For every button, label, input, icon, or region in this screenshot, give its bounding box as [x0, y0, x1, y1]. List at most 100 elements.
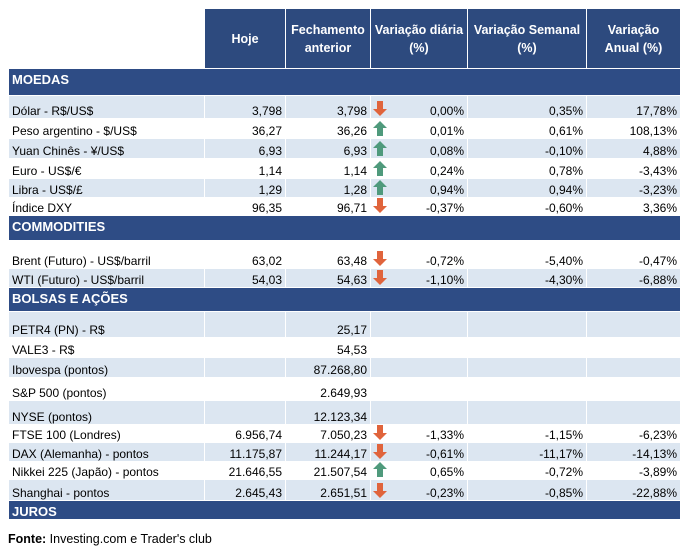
row-label: PETR4 (PN) - R$ [8, 311, 205, 338]
data-row: WTI (Futuro) - US$/barril 54,03 54,63 -1,10… [8, 268, 681, 288]
table-body: MOEDAS Dólar - R$/US$ 3,798 3,798 0,00% 0,35%… [8, 68, 681, 520]
column-header: Variação diária (%) [370, 8, 468, 69]
cell-value: 36,26 [285, 118, 371, 139]
arrow-up [373, 462, 387, 477]
row-label: Peso argentino - $/US$ [8, 118, 205, 139]
data-row: Libra - US$/£ 1,29 1,28 0,94% 0,94% -3,23% [8, 178, 681, 198]
cell-value: 0,24% [370, 158, 468, 179]
cell-value: -6,23% [586, 424, 681, 443]
cell-value: 1,14 [204, 158, 286, 179]
cell-value: 63,02 [204, 240, 286, 269]
arrow-up [373, 141, 387, 156]
data-row: Ibovespa (pontos) 87.268,80 [8, 357, 681, 378]
row-label: Índice DXY [8, 197, 205, 216]
cell-value: 0,94% [467, 178, 587, 198]
cell-value: -11,17% [467, 442, 587, 462]
row-label: VALE3 - R$ [8, 337, 205, 358]
cell-value: -0,72% [467, 461, 587, 480]
cell-value [370, 337, 468, 358]
cell-value [467, 377, 587, 401]
cell-value: 25,17 [285, 311, 371, 338]
cell-value: 17,78% [586, 95, 681, 119]
data-row: PETR4 (PN) - R$ 25,17 [8, 311, 681, 338]
arrow-up [373, 121, 387, 136]
data-row: Brent (Futuro) - US$/barril 63,02 63,48 -0,… [8, 240, 681, 269]
cell-value [586, 337, 681, 358]
row-label: Dólar - R$/US$ [8, 95, 205, 119]
column-header: Variação Anual (%) [586, 8, 681, 69]
cell-value: -0,37% [370, 197, 468, 216]
cell-value: -0,61% [370, 442, 468, 462]
table-wrap: Hoje Fechamento anterior Variação diária… [8, 8, 681, 520]
row-label: Nikkei 225 (Japão) - pontos [8, 461, 205, 480]
cell-value: 108,13% [586, 118, 681, 139]
cell-value: -1,15% [467, 424, 587, 443]
cell-value: 6,93 [204, 138, 286, 159]
cell-value: 54,53 [285, 337, 371, 358]
source-text: Investing.com e Trader's club [49, 532, 212, 546]
cell-value: 0,35% [467, 95, 587, 119]
cell-value: 4,88% [586, 138, 681, 159]
cell-value [586, 377, 681, 401]
cell-value: 0,65% [370, 461, 468, 480]
source-note: Fonte: Investing.com e Trader's club [8, 532, 212, 546]
cell-value: -0,23% [370, 479, 468, 501]
arrow-down [373, 270, 387, 285]
arrow-up [373, 161, 387, 176]
row-label: Libra - US$/£ [8, 178, 205, 198]
arrow-down [373, 198, 387, 213]
cell-value [370, 377, 468, 401]
arrow-up [373, 180, 387, 195]
cell-value: -1,33% [370, 424, 468, 443]
section-row: BOLSAS E AÇÕES [8, 287, 681, 312]
cell-value [204, 357, 286, 378]
cell-value: 0,78% [467, 158, 587, 179]
section-title: BOLSAS E AÇÕES [8, 287, 681, 312]
section-title: MOEDAS [8, 68, 681, 96]
cell-value [204, 377, 286, 401]
cell-value [370, 400, 468, 425]
row-label: NYSE (pontos) [8, 400, 205, 425]
cell-value: 3,36% [586, 197, 681, 216]
cell-value: -3,23% [586, 178, 681, 198]
cell-value [467, 311, 587, 338]
row-label: Shanghai - pontos [8, 479, 205, 501]
cell-value: 96,35 [204, 197, 286, 216]
cell-value: 3,798 [204, 95, 286, 119]
cell-value: 54,03 [204, 268, 286, 288]
row-label: WTI (Futuro) - US$/barril [8, 268, 205, 288]
cell-value: -5,40% [467, 240, 587, 269]
cell-value [467, 357, 587, 378]
data-row: Peso argentino - $/US$ 36,27 36,26 0,01% 0,6… [8, 118, 681, 139]
cell-value [204, 311, 286, 338]
data-row: NYSE (pontos) 12.123,34 [8, 400, 681, 425]
cell-value: -6,88% [586, 268, 681, 288]
row-label: Ibovespa (pontos) [8, 357, 205, 378]
section-row: JUROS [8, 500, 681, 520]
cell-value [370, 357, 468, 378]
cell-value: -22,88% [586, 479, 681, 501]
cell-value [586, 311, 681, 338]
data-row: Nikkei 225 (Japão) - pontos 21.646,55 21.5… [8, 461, 681, 480]
row-label: S&P 500 (pontos) [8, 377, 205, 401]
cell-value: 21.507,54 [285, 461, 371, 480]
arrow-down [373, 444, 387, 459]
cell-value: -0,47% [586, 240, 681, 269]
data-row: VALE3 - R$ 54,53 [8, 337, 681, 358]
cell-value: 11.244,17 [285, 442, 371, 462]
data-row: Dólar - R$/US$ 3,798 3,798 0,00% 0,35% 17,78% [8, 95, 681, 119]
cell-value: 0,94% [370, 178, 468, 198]
data-row: S&P 500 (pontos) 2.649,93 [8, 377, 681, 401]
cell-value: 96,71 [285, 197, 371, 216]
cell-value: -0,60% [467, 197, 587, 216]
cell-value: 36,27 [204, 118, 286, 139]
cell-value: -14,13% [586, 442, 681, 462]
cell-value: 6,93 [285, 138, 371, 159]
row-label: FTSE 100 (Londres) [8, 424, 205, 443]
cell-value: 2.649,93 [285, 377, 371, 401]
section-row: COMMODITIES [8, 215, 681, 241]
cell-value [204, 337, 286, 358]
header-blank [8, 8, 205, 69]
cell-value: 12.123,34 [285, 400, 371, 425]
